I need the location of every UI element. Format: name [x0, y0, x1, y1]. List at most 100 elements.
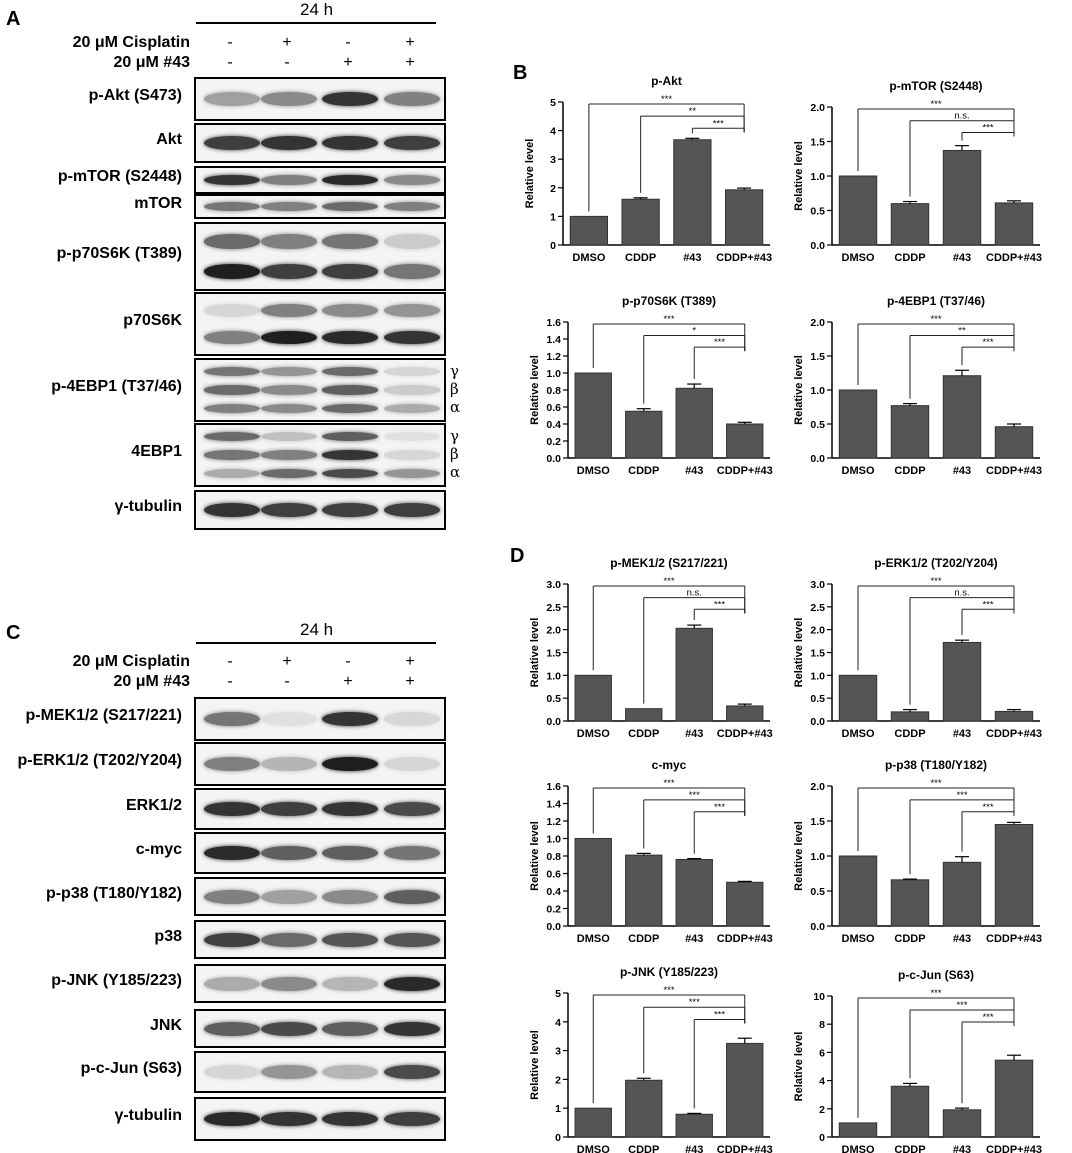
blot-band	[204, 712, 260, 726]
blot-strip	[194, 964, 446, 1003]
significance-label: ***	[930, 576, 941, 587]
x-category-label: DMSO	[842, 465, 875, 477]
blot-band	[261, 234, 317, 250]
significance-label: ***	[982, 337, 993, 348]
x-category-label: CDDP+#43	[986, 728, 1042, 740]
time-label: 24 h	[300, 0, 334, 19]
bar	[574, 674, 612, 722]
x-category-label: CDDP	[625, 252, 656, 264]
isoform-label: α	[450, 398, 461, 416]
y-tick-label: 2	[555, 1074, 561, 1086]
blot-band	[322, 712, 378, 726]
blot-band	[261, 136, 317, 150]
x-category-label: CDDP+#43	[717, 465, 773, 477]
bar	[994, 710, 1034, 722]
y-tick-label: 5	[555, 988, 561, 1000]
blot-band	[261, 503, 317, 517]
y-tick-label: 0	[550, 240, 556, 252]
y-tick-label: 2.5	[810, 602, 825, 614]
y-tick-label: 4	[550, 126, 556, 138]
blot-band	[384, 330, 440, 345]
chart-title: p-MEK1/2 (S217/221)	[610, 556, 727, 570]
x-category-label: #43	[953, 252, 971, 264]
y-tick-label: 8	[819, 1019, 825, 1031]
significance-label: n.s.	[954, 588, 969, 599]
bar	[724, 189, 764, 246]
time-line	[196, 22, 436, 24]
x-category-label: CDDP+#43	[986, 1144, 1042, 1153]
blot-band	[322, 846, 378, 860]
x-category-label: #43	[685, 1144, 703, 1153]
x-category-label: DMSO	[577, 933, 610, 945]
x-category-label: DMSO	[577, 465, 610, 477]
blot-band	[384, 757, 440, 771]
time-label: 24 h	[300, 620, 334, 639]
cisplatin-label: 20 μM Cisplatin	[72, 653, 190, 670]
significance-label: ***	[982, 122, 993, 133]
x-category-label: DMSO	[577, 1144, 610, 1153]
y-tick-label: 0.6	[546, 869, 561, 881]
bar	[838, 389, 878, 459]
blot-band	[384, 503, 440, 517]
bar	[994, 824, 1034, 927]
compound-43-sign: -	[284, 673, 290, 690]
blot-band	[384, 366, 440, 376]
y-tick-label: 1.4	[546, 334, 561, 346]
blot-band	[204, 263, 260, 279]
blot-band	[261, 1112, 317, 1126]
y-tick-label: 0.2	[546, 904, 561, 916]
y-tick-label: 0.5	[810, 206, 825, 218]
bar	[726, 881, 764, 927]
y-tick-label: 1.5	[810, 648, 825, 660]
significance-label: ***	[956, 1000, 967, 1011]
bar	[625, 854, 663, 927]
x-category-label: CDDP	[894, 933, 925, 945]
significance-label: ***	[714, 337, 725, 348]
blot-band	[204, 846, 260, 860]
y-tick-label: 1.0	[810, 171, 825, 183]
significance-label: *	[692, 326, 696, 337]
blot-row-label: p70S6K	[123, 312, 182, 329]
significance-label: ***	[689, 790, 700, 801]
significance-label: ***	[982, 599, 993, 610]
blot-band	[322, 136, 378, 150]
y-tick-label: 2	[819, 1104, 825, 1116]
compound-43-sign: +	[343, 673, 353, 690]
bar	[994, 426, 1034, 459]
blot-row-label: c-myc	[135, 841, 182, 858]
blot-band	[204, 976, 260, 991]
x-category-label: DMSO	[842, 1144, 875, 1153]
blot-band	[322, 366, 378, 376]
panel-label-d: D	[510, 545, 525, 567]
y-axis-label: Relative level	[529, 355, 541, 425]
x-category-label: #43	[953, 1144, 971, 1153]
blot-row-label: ERK1/2	[125, 797, 182, 814]
blot-band	[204, 757, 260, 771]
blot-band	[322, 201, 378, 212]
blot-band	[384, 174, 440, 186]
y-axis-label: Relative level	[793, 821, 805, 891]
isoform-label: γ	[450, 362, 459, 380]
y-tick-label: 1.2	[546, 351, 561, 363]
chart-title: p-4EBP1 (T37/46)	[887, 294, 985, 308]
y-tick-label: 3.0	[810, 579, 825, 591]
bar	[673, 139, 712, 246]
y-axis-label: Relative level	[529, 618, 541, 688]
blot-row-label: γ-tubulin	[114, 1107, 182, 1124]
y-axis-label: Relative level	[793, 1032, 805, 1102]
blot-band	[384, 92, 440, 106]
compound-43-sign: -	[284, 54, 290, 71]
y-tick-label: 1.5	[546, 648, 561, 660]
cisplatin-sign: +	[282, 34, 292, 51]
y-tick-label: 0.0	[810, 921, 825, 933]
y-axis-label: Relative level	[793, 355, 805, 425]
blot-band	[261, 757, 317, 771]
blot-band	[261, 469, 317, 479]
x-category-label: CDDP	[894, 1144, 925, 1153]
significance-label: **	[689, 106, 697, 117]
blot-band	[384, 1021, 440, 1036]
y-tick-label: 1.5	[810, 137, 825, 149]
y-tick-label: 1	[550, 211, 556, 223]
y-tick-label: 1.6	[546, 781, 561, 793]
